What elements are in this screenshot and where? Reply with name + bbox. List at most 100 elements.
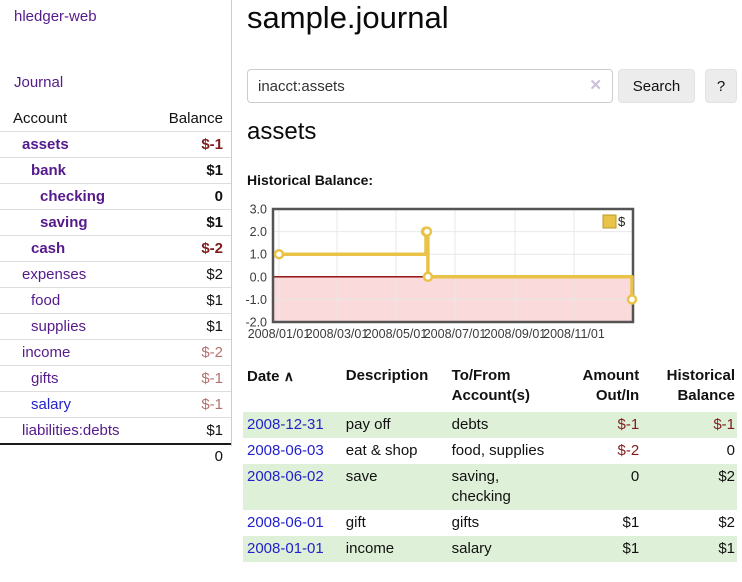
sidebar-item-journal[interactable]: Journal <box>14 74 64 91</box>
register-header-2[interactable]: To/From Account(s) <box>448 362 561 412</box>
account-link-expenses[interactable]: expenses <box>22 266 87 283</box>
register-header-label: To/From Account(s) <box>451 367 530 404</box>
help-button[interactable]: ? <box>705 69 737 103</box>
transaction-balance: $2 <box>718 468 735 485</box>
account-balance: $-1 <box>151 391 231 418</box>
search-input[interactable] <box>247 69 613 103</box>
register-header-label: Amount Out/In <box>582 367 640 404</box>
svg-text:2008/03/01: 2008/03/01 <box>306 327 369 341</box>
register-header-label: Date <box>247 368 280 385</box>
svg-text:$: $ <box>618 214 626 229</box>
svg-text:2008/05/01: 2008/05/01 <box>365 327 428 341</box>
page-title: sample.journal <box>247 0 449 35</box>
account-balance: $1 <box>151 417 231 444</box>
search-form: ✕ Search ? <box>247 69 742 103</box>
account-row: assets $-1 <box>0 131 231 158</box>
account-balance: $1 <box>151 313 231 340</box>
account-link-food[interactable]: food <box>31 292 61 309</box>
transaction-date-link[interactable]: 2008-12-31 <box>247 416 324 433</box>
account-balance: $1 <box>151 209 231 236</box>
transaction-accounts: saving, checking <box>451 468 511 505</box>
register-date-cell: 2008-06-03 <box>243 438 342 464</box>
register-row: 2008-12-31 pay off debts $-1 $-1 <box>243 412 737 438</box>
register-row: 2008-06-02 save saving, checking 0 $2 <box>243 464 737 510</box>
svg-text:2008/07/01: 2008/07/01 <box>424 327 487 341</box>
account-row: salary $-1 <box>0 391 231 418</box>
svg-text:2008/01/01: 2008/01/01 <box>248 327 311 341</box>
account-row: cash $-2 <box>0 235 231 262</box>
chart-title: Historical Balance: <box>247 172 374 188</box>
register-header-row: Date ∧ Description To/From Account(s) Amoun… <box>243 362 737 412</box>
account-balance: 0 <box>151 183 231 210</box>
svg-text:-2.0: -2.0 <box>245 316 267 330</box>
transaction-date-link[interactable]: 2008-06-01 <box>247 514 324 531</box>
transaction-balance: $1 <box>718 540 735 557</box>
transaction-accounts: salary <box>451 540 492 557</box>
svg-text:-1.0: -1.0 <box>245 293 267 307</box>
register-date-cell: 2008-06-02 <box>243 464 342 510</box>
account-link-bank[interactable]: bank <box>31 162 67 179</box>
svg-text:0.0: 0.0 <box>250 270 267 284</box>
transaction-balance: 0 <box>726 442 735 459</box>
transaction-balance: $2 <box>718 514 735 531</box>
transaction-accounts: food, supplies <box>451 442 545 459</box>
account-link-checking[interactable]: checking <box>40 188 106 205</box>
account-balance: $1 <box>151 287 231 314</box>
register-header-1[interactable]: Description <box>342 362 448 412</box>
register-header-4[interactable]: Historical Balance <box>641 362 737 412</box>
transaction-description: gift <box>345 514 366 531</box>
register-row: 2008-06-03 eat & shop food, supplies $-2 0 <box>243 438 737 464</box>
register-date-cell: 2008-12-31 <box>243 412 342 438</box>
search-button[interactable]: Search <box>618 69 695 103</box>
transaction-accounts: gifts <box>451 514 480 531</box>
account-link-income[interactable]: income <box>22 344 71 361</box>
clear-search-icon[interactable]: ✕ <box>589 77 602 94</box>
account-row: supplies $1 <box>0 313 231 340</box>
transaction-balance: $-1 <box>713 416 735 433</box>
register-date-cell: 2008-06-01 <box>243 510 342 536</box>
accounts-total-row: 0 <box>0 443 231 468</box>
transaction-description: income <box>345 540 395 557</box>
transaction-amount: 0 <box>630 468 640 485</box>
transaction-description: eat & shop <box>345 442 418 459</box>
main-content: sample.journal ✕ Search ? assets Histori… <box>243 0 742 582</box>
account-link-liabilities-debts[interactable]: liabilities:debts <box>22 422 120 439</box>
register-date-cell: 2008-01-01 <box>243 536 342 562</box>
transaction-date-link[interactable]: 2008-06-02 <box>247 468 324 485</box>
account-link-salary[interactable]: salary <box>31 396 72 413</box>
account-row: saving $1 <box>0 209 231 236</box>
app-title-link[interactable]: hledger-web <box>14 8 97 25</box>
accounts-table: Account Balance assets $-1 bank $1 checking 0… <box>0 106 231 468</box>
account-balance: $-1 <box>151 131 231 158</box>
transaction-amount: $-1 <box>617 416 640 433</box>
transaction-description: save <box>345 468 378 485</box>
transaction-accounts: debts <box>451 416 489 433</box>
account-link-assets[interactable]: assets <box>22 136 69 153</box>
account-balance: $1 <box>151 157 231 184</box>
account-row: food $1 <box>0 287 231 314</box>
account-link-supplies[interactable]: supplies <box>31 318 87 335</box>
svg-text:2.0: 2.0 <box>250 225 267 239</box>
account-row: gifts $-1 <box>0 365 231 392</box>
account-balance: $2 <box>151 261 231 288</box>
svg-text:2008/09/01: 2008/09/01 <box>484 327 547 341</box>
account-row: bank $1 <box>0 157 231 184</box>
account-heading: assets <box>247 118 317 145</box>
transaction-date-link[interactable]: 2008-01-01 <box>247 540 324 557</box>
register-table: Date ∧ Description To/From Account(s) Amoun… <box>243 362 737 562</box>
historical-balance-chart: $3.0 2.0 1.0 0.0 -1.0 -2.0 2008/01/01 2008/03/0… <box>241 202 741 347</box>
register-header-0[interactable]: Date ∧ <box>243 362 342 412</box>
register-header-label: Historical Balance <box>666 367 735 404</box>
account-link-cash[interactable]: cash <box>31 240 66 257</box>
account-row: expenses $2 <box>0 261 231 288</box>
account-link-gifts[interactable]: gifts <box>31 370 59 387</box>
account-row: income $-2 <box>0 339 231 366</box>
chart-legend: $ <box>602 214 626 229</box>
register-header-label: Description <box>345 367 429 384</box>
transaction-description: pay off <box>345 416 391 433</box>
account-balance: $-2 <box>151 339 231 366</box>
transaction-date-link[interactable]: 2008-06-03 <box>247 442 324 459</box>
account-link-saving[interactable]: saving <box>40 214 88 231</box>
svg-text:1.0: 1.0 <box>250 248 267 262</box>
register-header-3[interactable]: Amount Out/In <box>561 362 642 412</box>
